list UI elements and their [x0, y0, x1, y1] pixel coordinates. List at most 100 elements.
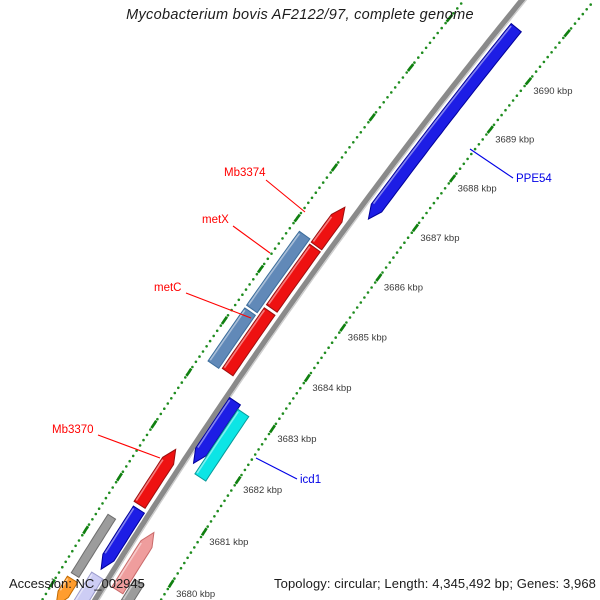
tick-ring-outer-major-tick: [293, 213, 301, 223]
tick-ring-outer-minor-tick: [344, 151, 348, 154]
gene-metX-segment-a-bevel: [248, 233, 301, 305]
gene-Mb3374: [310, 206, 346, 251]
tick-ring-inner-minor-tick: [443, 187, 447, 190]
tick-ring-outer-minor-tick: [459, 2, 463, 5]
tick-ring-outer-minor-tick: [226, 314, 230, 317]
gene-gray-gene-b-bevel: [122, 580, 136, 600]
tick-ring-inner-minor-tick: [406, 236, 410, 239]
tick-ring-outer-minor-tick: [64, 560, 67, 564]
gene-metX-segment-b: [207, 307, 257, 369]
tick-ring-inner-minor-tick: [508, 104, 511, 107]
gene-icd1: [194, 408, 250, 482]
gene-label-metC: metC: [154, 282, 181, 294]
tick-ring-inner-minor-tick: [260, 443, 264, 446]
tick-ring-inner-minor-tick: [189, 551, 193, 554]
tick-ring-inner-minor-tick: [193, 546, 196, 549]
gene-metC: [221, 307, 276, 377]
tick-ring-outer-minor-tick: [277, 242, 281, 245]
tick-ring-inner-minor-tick: [309, 371, 313, 375]
tick-ring-inner-minor-tick: [176, 572, 179, 575]
gene-PPE54: [367, 22, 523, 221]
tick-ring-inner-minor-tick: [352, 311, 355, 314]
tick-ring-inner-minor-tick: [466, 157, 469, 161]
tick-ring-outer-minor-tick: [363, 126, 366, 129]
tick-ring-inner-minor-tick: [370, 286, 373, 289]
tick-ring-inner-minor-tick: [292, 397, 295, 400]
tick-label-3683: 3683 kbp: [277, 434, 316, 445]
tick-ring-inner-minor-tick: [573, 22, 577, 25]
tick-ring-outer-minor-tick: [386, 96, 389, 99]
tick-ring-outer-minor-tick: [262, 262, 266, 266]
tick-ring-inner-minor-tick: [473, 147, 477, 151]
tick-ring-outer-minor-tick: [428, 41, 432, 45]
gene-blue-gene-icd1-region-bevel: [197, 399, 231, 448]
tick-ring-inner-minor-tick: [348, 316, 352, 319]
tick-ring-inner-minor-tick: [554, 46, 557, 49]
tick-ring-inner-minor-tick: [421, 216, 425, 220]
tick-ring-outer-minor-tick: [67, 555, 71, 558]
tick-ring-outer-minor-tick: [208, 339, 212, 343]
tick-ring-inner-minor-tick: [323, 351, 327, 355]
tick-ring-outer-minor-tick: [348, 146, 351, 149]
tick-label-3682: 3682 kbp: [243, 485, 282, 496]
tick-ring-inner-minor-tick: [334, 336, 338, 339]
tick-ring-outer-minor-tick: [57, 571, 61, 574]
tick-ring-outer-minor-tick: [273, 247, 277, 250]
tick-ring-inner-minor-tick: [562, 36, 565, 40]
tick-ring-outer-minor-tick: [177, 386, 180, 390]
tick-ring-outer-minor-tick: [284, 232, 288, 235]
tick-ring-inner-minor-tick: [436, 196, 440, 200]
tick-ring-outer-minor-tick: [456, 7, 459, 10]
tick-ring-inner-minor-tick: [550, 51, 553, 54]
tick-ring-outer-minor-tick: [77, 539, 81, 542]
tick-ring-outer-minor-tick: [108, 491, 111, 495]
tick-ring-outer-major-tick: [220, 316, 229, 325]
tick-ring-outer-minor-tick: [440, 26, 444, 30]
tick-ring-outer-minor-tick: [194, 360, 198, 364]
gene-Mb3370-bevel: [135, 459, 164, 501]
tick-ring-inner-major-tick: [303, 373, 311, 383]
tick-ring-inner-minor-tick: [226, 494, 230, 497]
tick-ring-inner-minor-tick: [219, 504, 223, 508]
gene-red-segment-b: [265, 243, 322, 313]
tick-ring-outer-minor-tick: [173, 391, 177, 395]
tick-ring-outer-minor-tick: [191, 365, 194, 369]
tick-ring-inner-minor-tick: [183, 561, 186, 565]
tick-ring-inner-minor-tick: [410, 231, 414, 234]
tick-ring-outer-minor-tick: [121, 470, 125, 474]
tick-label-3690: 3690 kbp: [533, 86, 572, 97]
tick-ring-inner-minor-tick: [278, 417, 281, 421]
gene-label-metX: metX: [202, 214, 229, 226]
tick-ring-inner-minor-tick: [288, 402, 292, 405]
tick-ring-outer-minor-tick: [201, 350, 205, 353]
gene-label-Mb3374: Mb3374: [224, 167, 266, 179]
tick-ring-outer-minor-tick: [114, 480, 118, 484]
tick-ring-outer-minor-tick: [397, 81, 401, 84]
tick-ring-inner-minor-tick: [470, 152, 473, 156]
tick-ring-outer-minor-tick: [198, 355, 201, 358]
tick-ring-inner-major-tick: [268, 424, 277, 434]
tick-ring-inner-minor-tick: [585, 8, 588, 11]
tick-ring-inner-minor-tick: [432, 201, 436, 205]
tick-ring-outer-minor-tick: [405, 71, 409, 74]
tick-ring-outer-minor-tick: [310, 196, 314, 200]
tick-ring-inner-major-tick: [563, 28, 571, 38]
tick-label-3685: 3685 kbp: [348, 333, 387, 344]
tick-ring-inner-minor-tick: [381, 271, 384, 274]
tick-ring-inner-minor-tick: [373, 281, 377, 284]
tick-ring-inner-minor-tick: [399, 246, 403, 249]
tick-ring-inner-minor-tick: [462, 162, 466, 166]
tick-ring-inner-minor-tick: [320, 356, 323, 360]
tick-ring-outer-minor-tick: [97, 507, 101, 511]
tick-ring-inner-minor-tick: [295, 392, 299, 395]
tick-ring-outer-minor-tick: [318, 186, 321, 189]
tick-ring-inner-minor-tick: [247, 463, 250, 467]
tick-ring-outer-minor-tick: [336, 161, 340, 164]
tick-ring-inner-minor-tick: [345, 321, 348, 324]
tick-ring-outer-minor-tick: [325, 176, 329, 179]
tick-ring-outer-minor-tick: [142, 438, 145, 442]
tick-ring-inner-minor-tick: [523, 84, 526, 88]
tick-ring-outer-minor-tick: [340, 156, 344, 159]
tick-ring-outer-minor-tick: [145, 433, 149, 437]
tick-ring-inner-major-tick: [524, 77, 533, 86]
